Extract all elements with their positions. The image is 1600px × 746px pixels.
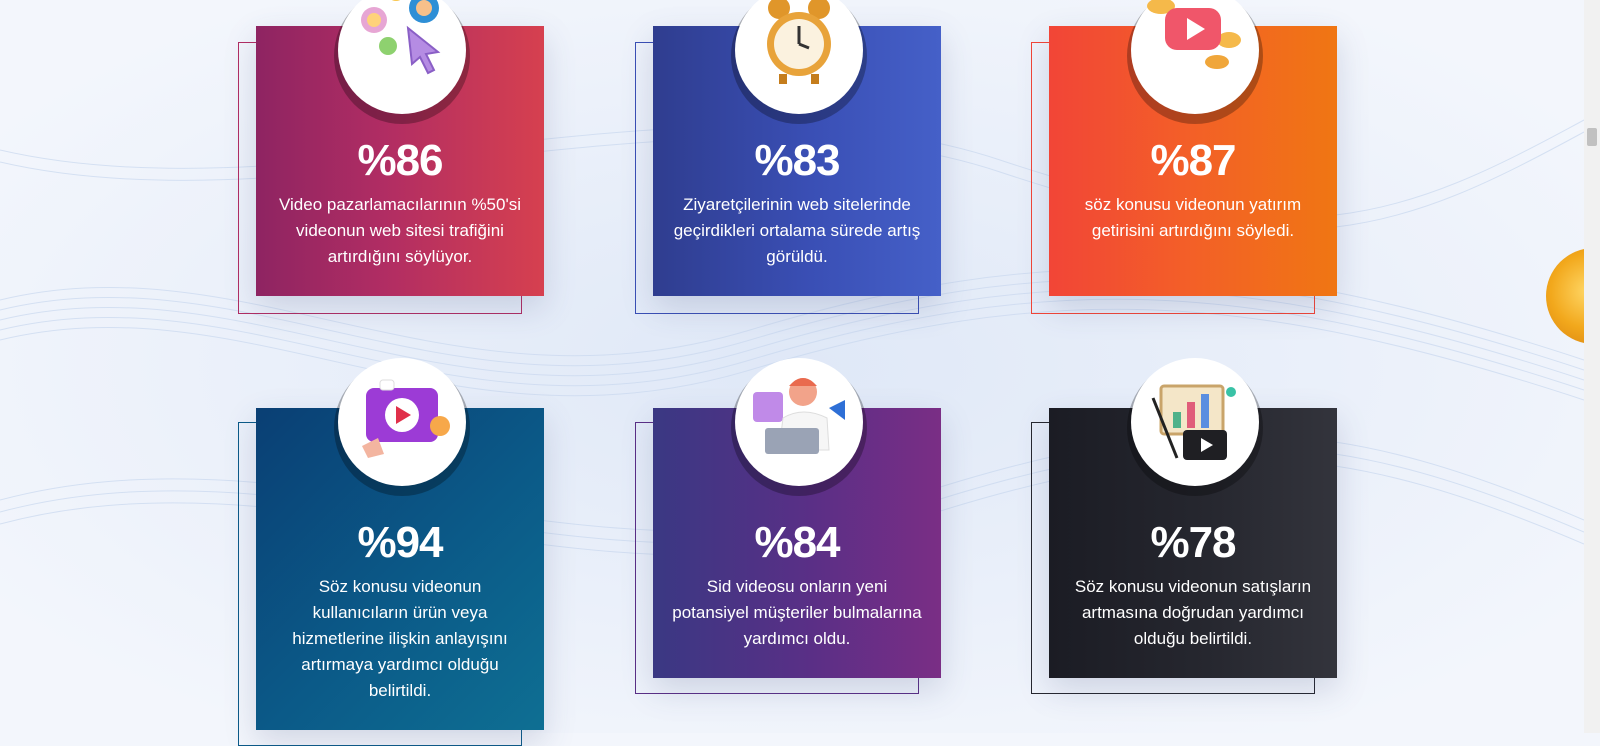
stat-percentage: %84 (754, 518, 840, 567)
stat-description: Ziyaretçilerinin web sitelerinde geçirdi… (673, 195, 921, 266)
card-panel: %83 Ziyaretçilerinin web sitelerinde geç… (653, 26, 941, 296)
vertical-scrollbar[interactable] (1584, 0, 1600, 733)
card-panel: %86 Video pazarlamacılarının %50'si vide… (256, 26, 544, 296)
stat-card-new-leads: %84 Sid videosu onların yeni potansiyel … (635, 358, 941, 694)
stat-description: Sid videosu onların yeni potansiyel müşt… (672, 577, 922, 648)
marketer-laptop-icon (753, 378, 845, 454)
icon-badge (735, 358, 863, 486)
stat-description: Söz konusu videonun kullanıcıların ürün … (292, 577, 508, 700)
video-like-icon (362, 379, 450, 458)
video-coins-icon (1147, 0, 1241, 69)
icon-badge (338, 0, 466, 114)
stat-card-video-marketers-traffic: %86 Video pazarlamacılarının %50'si vide… (238, 0, 544, 314)
alarm-clock-icon (767, 0, 831, 84)
stat-description: Söz konusu videonun satışların artmasına… (1074, 577, 1312, 648)
card-panel: %94 Söz konusu videonun kullanıcıların ü… (256, 408, 544, 730)
icon-badge (1131, 358, 1259, 486)
stat-percentage: %83 (754, 136, 840, 185)
stat-card-video-roi: %87 söz konusu videonun yatırım getirisi… (1031, 0, 1337, 314)
stat-percentage: %94 (357, 518, 443, 567)
stat-card-visit-duration: %83 Ziyaretçilerinin web sitelerinde geç… (635, 0, 941, 314)
scrollbar-thumb[interactable] (1587, 128, 1597, 146)
stat-percentage: %87 (1150, 136, 1236, 185)
chart-board-icon (1151, 384, 1236, 460)
icon-badge (735, 0, 863, 114)
card-panel: %87 söz konusu videonun yatırım getirisi… (1049, 26, 1337, 296)
stat-description: söz konusu videonun yatırım getirisini a… (1084, 195, 1302, 240)
stat-card-product-understanding: %94 Söz konusu videonun kullanıcıların ü… (238, 358, 544, 746)
stat-percentage: %86 (357, 136, 443, 185)
stat-description: Video pazarlamacılarının %50'si videonun… (278, 195, 521, 266)
stat-card-sales-increase: %78 Söz konusu videonun satışların artma… (1031, 358, 1337, 694)
stat-percentage: %78 (1150, 518, 1236, 567)
icon-badge (338, 358, 466, 486)
icon-badge (1131, 0, 1259, 114)
users-cursor-icon (361, 0, 441, 75)
